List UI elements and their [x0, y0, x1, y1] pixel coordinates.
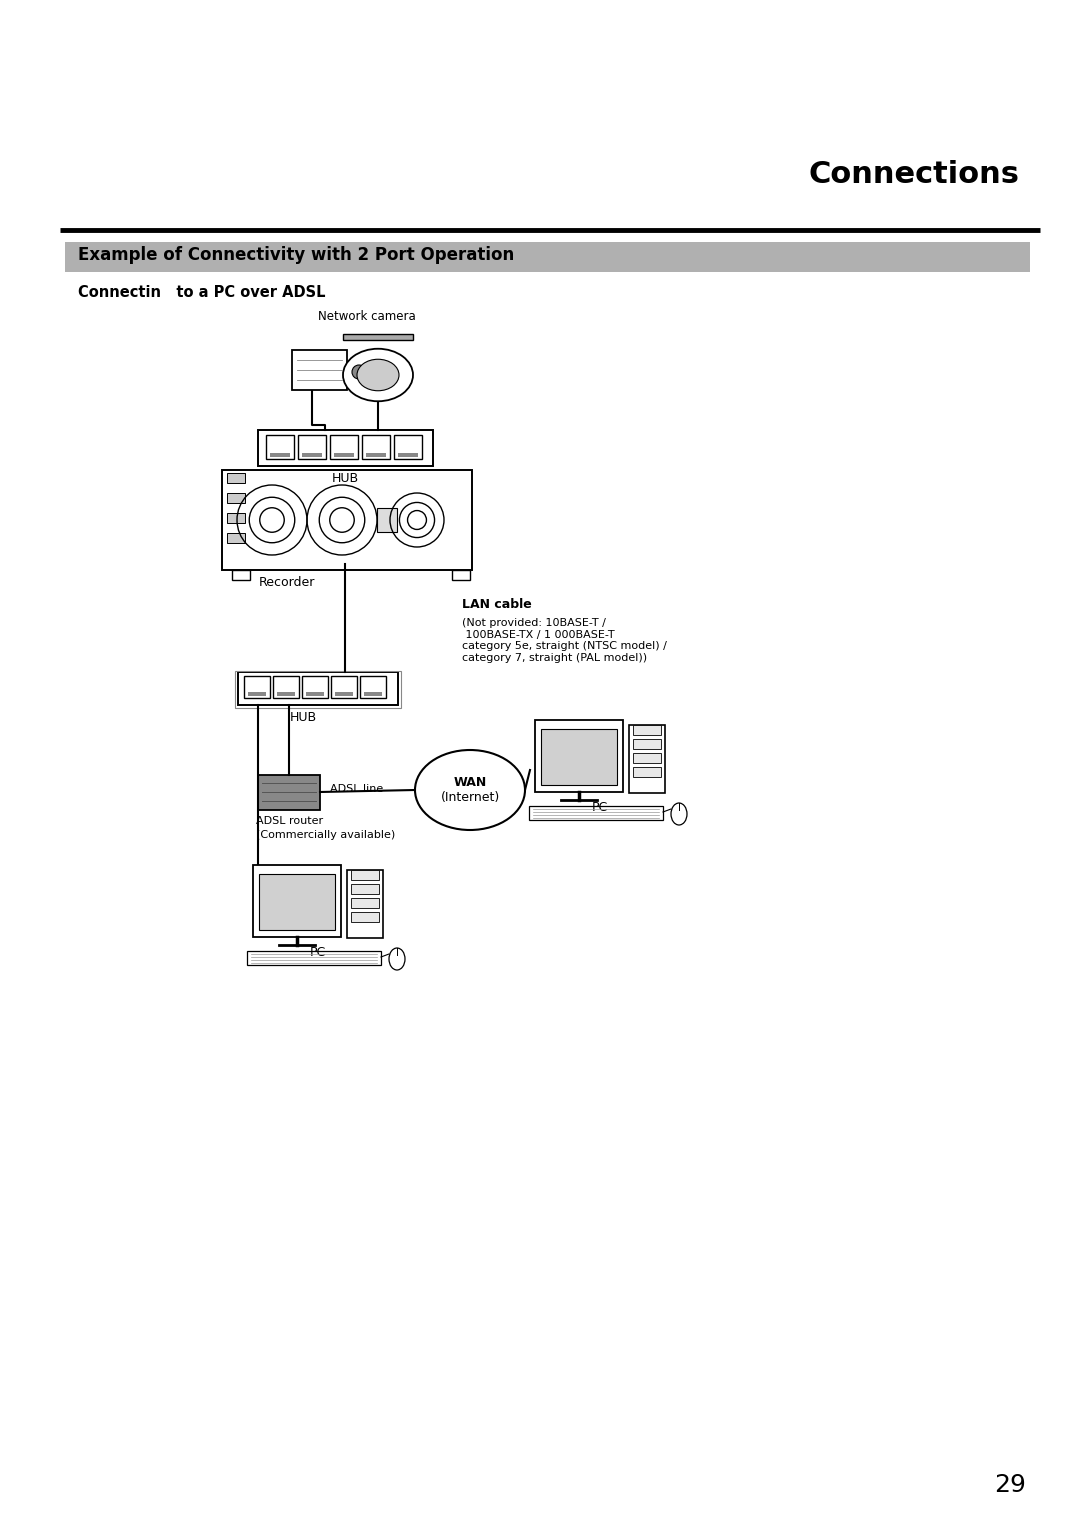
Bar — [227, 474, 245, 483]
Bar — [306, 692, 324, 695]
Bar — [335, 692, 353, 695]
Text: ADSL line: ADSL line — [330, 784, 383, 795]
Bar — [633, 724, 661, 735]
Text: Network camera: Network camera — [318, 310, 416, 322]
Bar — [343, 335, 413, 341]
Text: (Commercially available): (Commercially available) — [256, 830, 395, 840]
Ellipse shape — [389, 947, 405, 970]
Bar — [227, 494, 245, 503]
Bar — [364, 692, 382, 695]
Bar — [529, 805, 663, 821]
Text: (Not provided: 10BASE-T /
 100BASE-TX / 1 000BASE-T
category 5e, straight (NTSC : (Not provided: 10BASE-T / 100BASE-TX / 1… — [462, 617, 666, 663]
Bar — [232, 570, 249, 581]
Bar — [633, 740, 661, 749]
Bar — [244, 675, 270, 698]
Bar — [629, 724, 665, 793]
Text: 29: 29 — [994, 1473, 1026, 1497]
Text: Example of Connectivity with 2 Port Operation: Example of Connectivity with 2 Port Oper… — [78, 246, 514, 264]
Bar — [298, 435, 326, 458]
Bar — [351, 912, 379, 921]
Text: PC: PC — [592, 801, 608, 814]
Bar — [235, 671, 401, 707]
Bar — [330, 675, 357, 698]
Bar — [541, 729, 617, 785]
Bar — [399, 452, 418, 457]
Bar — [633, 767, 661, 778]
Text: Connections: Connections — [809, 160, 1020, 189]
Bar — [273, 675, 299, 698]
Bar — [258, 429, 433, 466]
Bar — [351, 885, 379, 894]
Circle shape — [346, 359, 372, 385]
Bar — [222, 471, 472, 570]
Bar — [535, 720, 623, 792]
Bar — [258, 775, 320, 810]
Bar — [65, 241, 1030, 272]
Bar — [266, 435, 294, 458]
Bar — [276, 692, 295, 695]
Text: LAN cable: LAN cable — [462, 597, 531, 611]
Text: HUB: HUB — [289, 711, 316, 724]
Bar — [360, 675, 386, 698]
Ellipse shape — [357, 359, 399, 391]
Bar — [292, 350, 347, 390]
Bar — [366, 452, 386, 457]
Text: Connectin   to a PC over ADSL: Connectin to a PC over ADSL — [78, 286, 325, 299]
Text: Recorder: Recorder — [259, 576, 315, 588]
Circle shape — [352, 365, 366, 379]
Bar — [248, 692, 266, 695]
Bar — [633, 753, 661, 762]
Bar — [377, 507, 397, 532]
Ellipse shape — [343, 348, 413, 402]
Bar — [227, 533, 245, 542]
Bar — [351, 898, 379, 908]
Text: (Internet): (Internet) — [441, 792, 500, 805]
Bar — [302, 675, 328, 698]
Text: WAN: WAN — [454, 776, 487, 788]
Bar — [334, 452, 354, 457]
Bar — [347, 869, 383, 938]
Bar — [253, 865, 341, 937]
Text: PC: PC — [310, 946, 326, 960]
Bar — [362, 435, 390, 458]
Bar — [394, 435, 422, 458]
Bar — [227, 513, 245, 523]
Bar — [238, 672, 399, 704]
Bar — [247, 950, 381, 966]
Bar — [302, 452, 322, 457]
Text: ADSL router: ADSL router — [256, 816, 323, 827]
Ellipse shape — [415, 750, 525, 830]
Bar — [453, 570, 470, 581]
Text: HUB: HUB — [332, 472, 359, 484]
Bar — [259, 874, 335, 931]
Bar — [270, 452, 291, 457]
Bar — [330, 435, 357, 458]
Ellipse shape — [671, 804, 687, 825]
Bar — [351, 869, 379, 880]
